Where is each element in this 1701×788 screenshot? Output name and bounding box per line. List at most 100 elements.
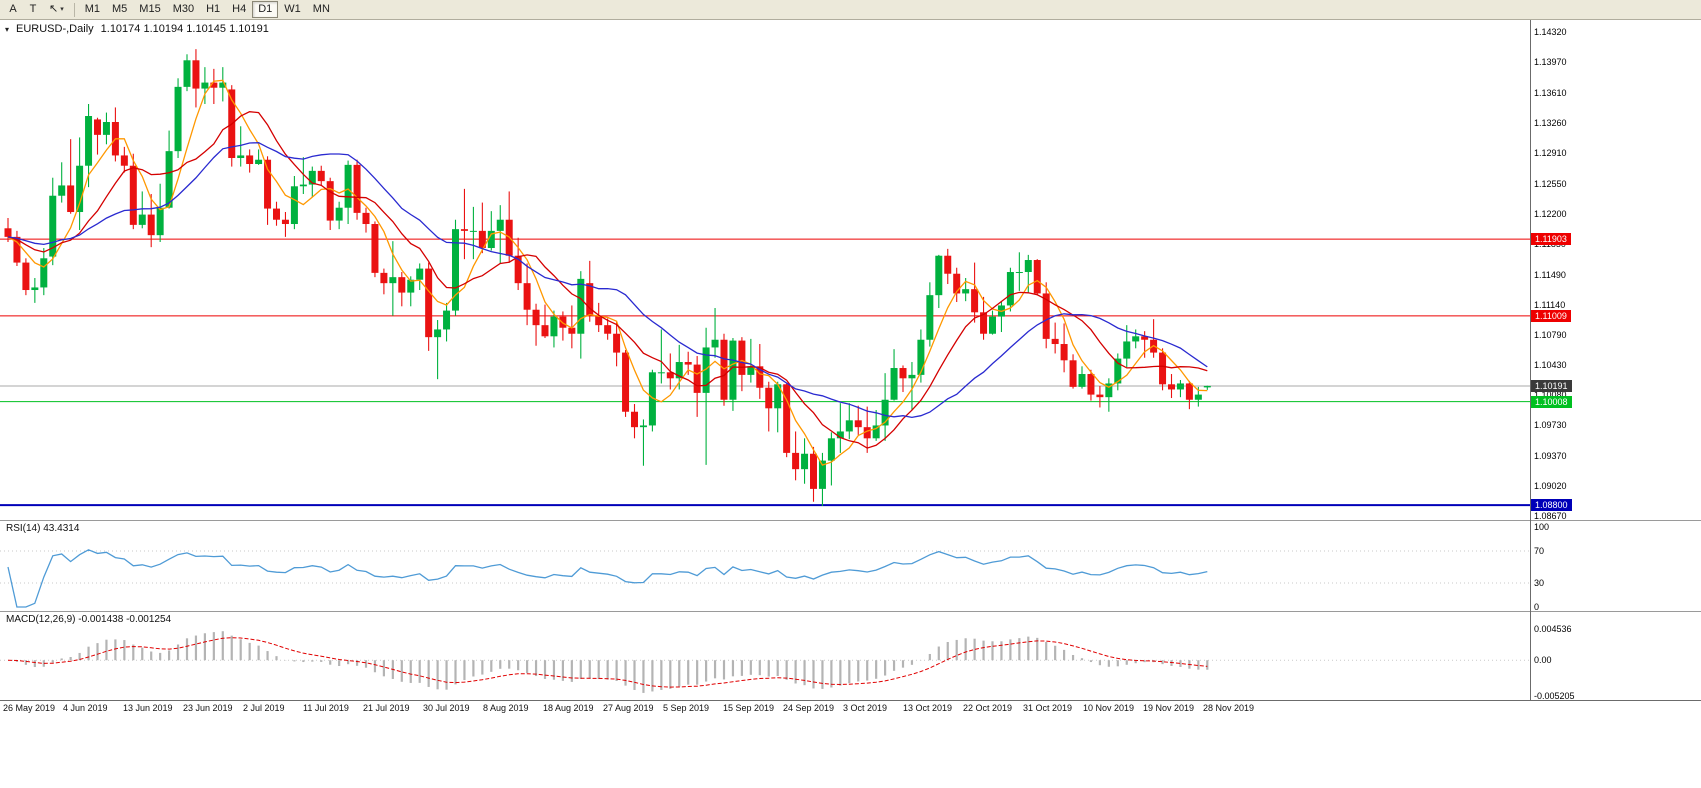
date-label: 31 Oct 2019 (1023, 703, 1073, 713)
candle-body (147, 214, 155, 236)
date-label: 3 Oct 2019 (843, 703, 888, 713)
timeframe-m15-button[interactable]: M15 (139, 3, 161, 15)
timeframe-mn-button[interactable]: MN (312, 3, 330, 15)
timeframe-h1-button[interactable]: H1 (206, 3, 221, 15)
candle-body (380, 272, 388, 284)
candle-body (326, 181, 334, 221)
macd-indicator-label: MACD(12,26,9) -0.001438 -0.001254 (6, 614, 172, 625)
drawing-tools-icon: ↖ (49, 3, 59, 15)
candle-body (631, 411, 638, 428)
date-label: 15 Sep 2019 (723, 703, 775, 713)
candle-body (1087, 374, 1095, 395)
candle-body (765, 387, 773, 409)
text-tool-button[interactable]: T (23, 1, 43, 18)
dropdown-caret-icon: ▾ (60, 6, 64, 13)
candle-body (980, 312, 988, 334)
macd-scale-label: -0.005205 (1534, 691, 1575, 701)
price-scale-label: 1.11140 (1534, 299, 1566, 310)
candle-body (863, 427, 871, 439)
ohlc-values: 1.10174 1.10194 1.10145 1.10191 (100, 23, 269, 35)
toolbar: A T ↖ ▾ M1 M5 M15 M30 H1 H4 D1 W1 MN (0, 0, 1701, 20)
candle-body (953, 273, 961, 294)
candle-body (872, 425, 880, 439)
candle-body (854, 420, 862, 428)
candle-body (747, 366, 755, 375)
ma-medium-line (7, 111, 1208, 449)
rsi-scale-label: 30 (1534, 578, 1545, 588)
candle-body (398, 277, 406, 293)
price-scale-label: 1.12550 (1534, 178, 1567, 189)
candle-body (881, 399, 889, 426)
candle-body (452, 229, 459, 311)
candle-body (290, 186, 298, 225)
date-label: 13 Oct 2019 (903, 703, 953, 713)
candle-body (273, 208, 280, 220)
candle-body (989, 316, 996, 334)
candle-body (389, 277, 397, 284)
candle-body (281, 219, 289, 225)
candle-body (586, 283, 594, 316)
candle-body (1042, 293, 1050, 339)
candle-body (1051, 338, 1059, 345)
candle-body (774, 384, 782, 409)
date-label: 27 Aug 2019 (603, 703, 654, 713)
arrow-tool-button[interactable]: A (3, 1, 23, 18)
candle-body (67, 185, 75, 213)
timeframe-d1-button[interactable]: D1 (252, 1, 279, 18)
candle-body (702, 347, 710, 393)
candle-body (693, 364, 701, 393)
chart-menu-icon[interactable]: ▾ (5, 24, 10, 34)
macd-scale-label: 0.00 (1534, 655, 1552, 666)
candle-body (407, 279, 415, 293)
candle-body (102, 122, 110, 135)
candle-body (299, 184, 307, 187)
candle-body (255, 159, 263, 165)
candle-body (783, 384, 791, 453)
candle-body (541, 325, 549, 337)
candles-layer (4, 49, 1211, 507)
candle-body (469, 230, 477, 232)
current-price-tag: 1.10191 (1531, 379, 1572, 392)
candle-body (138, 214, 146, 225)
timeframe-m5-button[interactable]: M5 (112, 3, 128, 15)
candle-body (425, 268, 433, 338)
date-label: 11 Jul 2019 (303, 703, 349, 713)
candle-body (371, 224, 379, 273)
candle-body (1203, 385, 1211, 388)
candle-body (622, 352, 630, 412)
candle-body (246, 155, 254, 165)
date-label: 21 Jul 2019 (363, 703, 410, 713)
timeframe-m1-button[interactable]: M1 (84, 3, 101, 15)
text-tool-icon: T (29, 3, 37, 15)
candle-body (675, 362, 683, 379)
drawing-tools-button[interactable]: ↖ ▾ (43, 1, 70, 18)
candle-body (1033, 260, 1041, 294)
timeframe-m30-button[interactable]: M30 (172, 3, 195, 15)
candle-body (487, 230, 495, 249)
candle-body (827, 438, 835, 461)
price-scale-label: 1.12910 (1534, 147, 1567, 158)
candle-body (917, 339, 925, 375)
candle-body (639, 425, 647, 428)
candle-body (478, 230, 486, 249)
candle-body (711, 339, 719, 348)
candle-body (604, 325, 612, 334)
candle-body (523, 283, 531, 310)
level-price-tag: 1.11903 (1531, 233, 1571, 246)
candle-body (720, 339, 728, 400)
candle-body (559, 316, 567, 328)
timeframe-w1-button[interactable]: W1 (284, 3, 301, 15)
date-label: 26 May 2019 (3, 703, 56, 713)
candle-body (899, 368, 907, 379)
candle-body (568, 327, 576, 334)
candle-body (156, 207, 164, 236)
timeframe-h4-button[interactable]: H4 (232, 3, 247, 15)
price-scale-label: 1.12200 (1534, 208, 1567, 219)
macd-histogram (15, 631, 1209, 693)
candle-body (129, 165, 137, 225)
price-scale-label: 1.10080 (1534, 390, 1567, 400)
candle-body (416, 268, 424, 280)
candle-body (1132, 336, 1140, 342)
candle-body (174, 86, 182, 152)
